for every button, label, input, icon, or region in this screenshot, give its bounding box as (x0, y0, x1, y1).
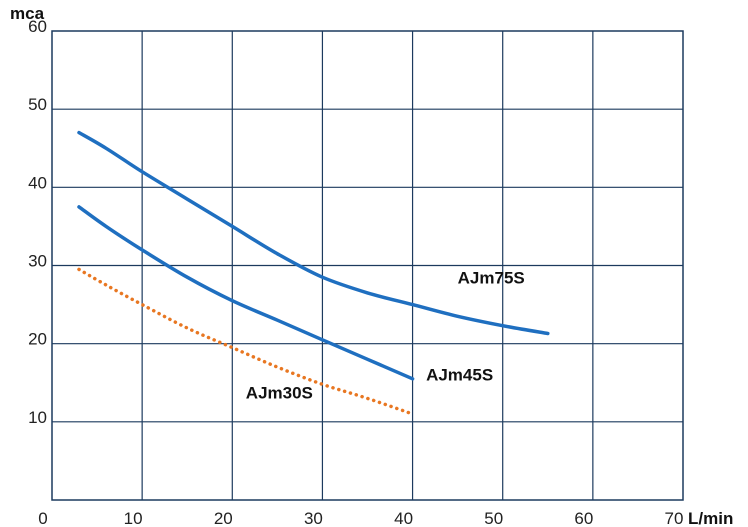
y-tick-label: 30 (28, 252, 47, 271)
series-line-ajm45s (77, 205, 415, 381)
series-label-ajm45s: AJm45S (426, 365, 493, 384)
x-tick-label: 20 (214, 509, 233, 527)
series-labels: AJm75S AJm45S AJm30S (246, 268, 525, 402)
x-tick-label: 10 (124, 509, 143, 527)
plot-frame (51, 30, 684, 501)
x-axis-label: L/min (688, 509, 733, 527)
y-tick-label: 60 (28, 17, 47, 36)
grid (52, 31, 683, 500)
y-axis-label: mca (10, 4, 45, 23)
series-lines (77, 130, 550, 416)
series-line-ajm30s (77, 267, 415, 416)
x-tick-label: 30 (304, 509, 323, 527)
y-tick-label: 10 (28, 408, 47, 427)
y-tick-label: 50 (28, 95, 47, 114)
series-line-ajm75s (77, 130, 550, 336)
x-tick-label: 50 (484, 509, 503, 527)
x-tick-label: 0 (38, 509, 47, 527)
series-label-ajm30s: AJm30S (246, 383, 313, 402)
x-tick-label: 60 (574, 509, 593, 527)
y-tick-label: 20 (28, 330, 47, 349)
y-tick-label: 40 (28, 173, 47, 192)
x-tick-label: 70 (665, 509, 684, 527)
series-label-ajm75s: AJm75S (458, 268, 525, 287)
y-axis-ticks: 10 20 30 40 50 60 (28, 17, 47, 427)
x-tick-label: 40 (394, 509, 413, 527)
x-axis-ticks: 0 10 20 30 40 50 60 70 (38, 509, 683, 527)
